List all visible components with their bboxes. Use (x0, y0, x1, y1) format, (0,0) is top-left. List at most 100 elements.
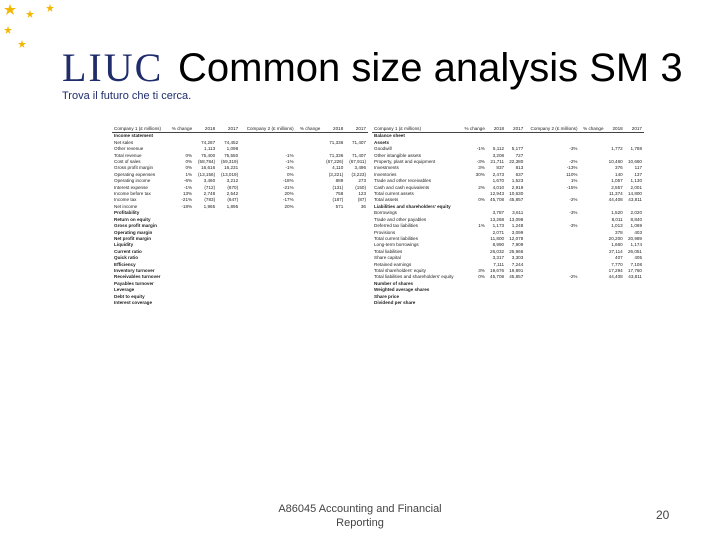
table-cell: 75,550 (224, 152, 239, 158)
table-cell: 45,708 (490, 274, 505, 280)
table-row: Borrowings 3,787 3,611 -3% 1,520 2,020 (372, 210, 644, 216)
table-cell: 71,336 (329, 152, 344, 158)
table-cell: 11,800 (490, 235, 505, 241)
row-label: Receivables turnover (114, 274, 161, 280)
table-cell: 16,616 (201, 165, 216, 171)
table-row: Interest expense -1% (712) (670) -21% (131) (1… (112, 185, 368, 191)
table-cell: 3,212 (226, 178, 239, 184)
table-cell: (647) (227, 197, 239, 203)
table-row: Assets (372, 140, 644, 146)
row-label: Total assets (374, 197, 399, 203)
row-label: Total liabilities and shareholders' equi… (374, 274, 454, 280)
table-cell: 110% (566, 171, 578, 177)
header-row: Company 1 (£ millions)% change 2018 2017 Co… (112, 126, 368, 134)
table-cell: 1,069 (630, 223, 643, 229)
table-cell (194, 300, 217, 306)
table-cell: 13% (182, 191, 193, 197)
row-label: Liabilities and shareholders' equity (374, 203, 451, 209)
column-header: 2018 (194, 126, 218, 134)
table-cell: 813 (515, 165, 524, 171)
table-row: Number of shares (372, 281, 644, 287)
table-cell (525, 133, 579, 140)
table-cell: 0% (185, 159, 193, 165)
table-cell: 1,013 (611, 223, 623, 229)
table-cell: 3% (478, 267, 485, 273)
table-cell: -2% (569, 274, 578, 280)
table-row: Balance sheet (372, 133, 644, 140)
table-row: Cash and cash equivalents 2% 4,010 2,919 -15… (372, 185, 644, 191)
table-cell (345, 133, 368, 140)
table-cell: 1% (478, 223, 485, 229)
table-cell: 71,407 (351, 152, 366, 158)
table-cell: (3,223) (351, 171, 366, 177)
row-label: Share price (374, 293, 400, 299)
table-cell: 0% (185, 152, 193, 158)
row-label: Gross profit margin (114, 223, 157, 229)
row-label: Income statement (114, 133, 154, 139)
table-cell: 1,130 (630, 178, 643, 184)
table-cell: 1,248 (511, 223, 524, 229)
table-row: Inventory turnover (112, 268, 368, 274)
table-row: Investments 3% 837 813 -13% 376 117 (372, 165, 644, 171)
row-label: Dividend per share (374, 299, 416, 305)
table-row: Income statement (112, 133, 368, 140)
table-cell: 8,990 (492, 242, 505, 248)
table-cell: -18% (282, 178, 294, 184)
table-row: Other intangible assets 3,208 727 (372, 153, 644, 159)
row-label: Trade and other receivables (374, 178, 432, 184)
column-header: % change (167, 126, 195, 134)
column-header: % change (579, 126, 606, 134)
table-row: Share price (372, 294, 644, 300)
table-cell: 571 (335, 203, 344, 209)
row-label: Inventories (374, 171, 397, 177)
row-label: Property, plant and equipment (374, 159, 436, 165)
row-label: Investments (374, 165, 399, 171)
column-header: 2017 (217, 126, 241, 134)
table-row: Other revenue 1,113 1,098 (112, 146, 368, 152)
page-number: 20 (656, 508, 670, 522)
table-cell: 10,630 (509, 191, 524, 197)
table-cell: 20,989 (627, 235, 642, 241)
table-row: Deferred tax liabilities 1% 1,173 1,248 -3% 1… (372, 223, 644, 229)
row-label: Interest expense (114, 184, 148, 190)
table-row: Total current liabilities 11,800 12,078 20,… (372, 236, 644, 242)
table-cell: 43,811 (628, 197, 642, 203)
table-cell (194, 133, 217, 140)
row-label: Income before tax (114, 191, 151, 197)
table-cell (240, 133, 296, 140)
table-cell: 2% (478, 184, 485, 190)
table-cell: 378 (615, 229, 623, 235)
table-cell: -18% (181, 203, 193, 209)
row-label: Total liabilities (374, 248, 403, 254)
row-label: Cost of sales (114, 159, 141, 165)
table-row: Current ratio (112, 249, 368, 255)
table-cell: 5,112 (492, 146, 505, 152)
table-cell: 1,670 (492, 178, 505, 184)
table-cell: 12,943 (490, 191, 505, 197)
table-cell: 2,748 (203, 191, 216, 197)
table-cell: 137 (634, 171, 642, 177)
table-cell: 20% (284, 203, 294, 209)
row-label: Operating margin (114, 229, 153, 235)
table-row: Interest coverage (112, 300, 368, 306)
row-label: Quick ratio (114, 255, 138, 261)
column-header: 2018 (486, 126, 507, 134)
table-cell: 7,108 (630, 261, 643, 267)
table-cell: 44,408 (608, 197, 623, 203)
row-label: Weighted average shares (374, 287, 430, 293)
row-label: Operating income (114, 178, 151, 184)
income-table: Company 1 (£ millions)% change 2018 2017 Co… (112, 126, 368, 306)
table-cell: 19,891 (509, 267, 524, 273)
row-label: Borrowings (374, 210, 397, 216)
column-header: 2017 (506, 126, 526, 134)
table-cell: -13% (566, 165, 578, 171)
table-row: Total current assets 12,943 10,630 11,374 14… (372, 191, 644, 197)
table-cell: 123 (358, 191, 366, 197)
table-cell: (712) (204, 184, 216, 190)
table-row: Efficiency (112, 262, 368, 268)
table-row: Debt to equity (112, 294, 368, 300)
table-cell: (783) (204, 197, 216, 203)
table-cell (506, 133, 525, 140)
row-label: Cash and cash equivalents (374, 184, 430, 190)
